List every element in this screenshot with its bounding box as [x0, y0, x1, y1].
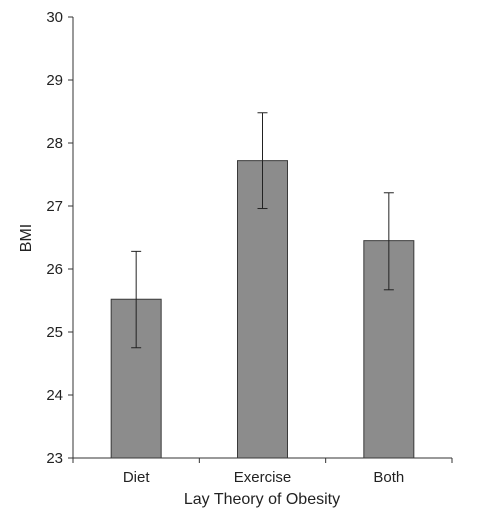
- y-tick-label: 23: [46, 450, 63, 467]
- x-tick-label-both: Both: [373, 469, 404, 486]
- y-tick-label: 26: [46, 261, 63, 278]
- bars: [110, 160, 415, 459]
- x-tick-label-diet: Diet: [123, 469, 151, 486]
- y-tick-label: 28: [46, 135, 63, 152]
- x-axis: Diet Exercise Both: [72, 457, 453, 486]
- y-tick-label: 29: [46, 72, 63, 89]
- error-bars: [131, 112, 394, 349]
- x-axis-label: Lay Theory of Obesity: [184, 491, 340, 508]
- y-axis-label: BMI: [18, 224, 35, 252]
- y-tick-label: 27: [46, 198, 63, 215]
- bar-exercise: [237, 160, 288, 459]
- y-axis: 23 24 25 26 27 28 29 30: [46, 9, 74, 467]
- y-tick-label: 25: [46, 324, 63, 341]
- x-tick-label-exercise: Exercise: [234, 469, 292, 486]
- y-tick-label: 30: [46, 9, 63, 26]
- y-tick-label: 24: [46, 387, 63, 404]
